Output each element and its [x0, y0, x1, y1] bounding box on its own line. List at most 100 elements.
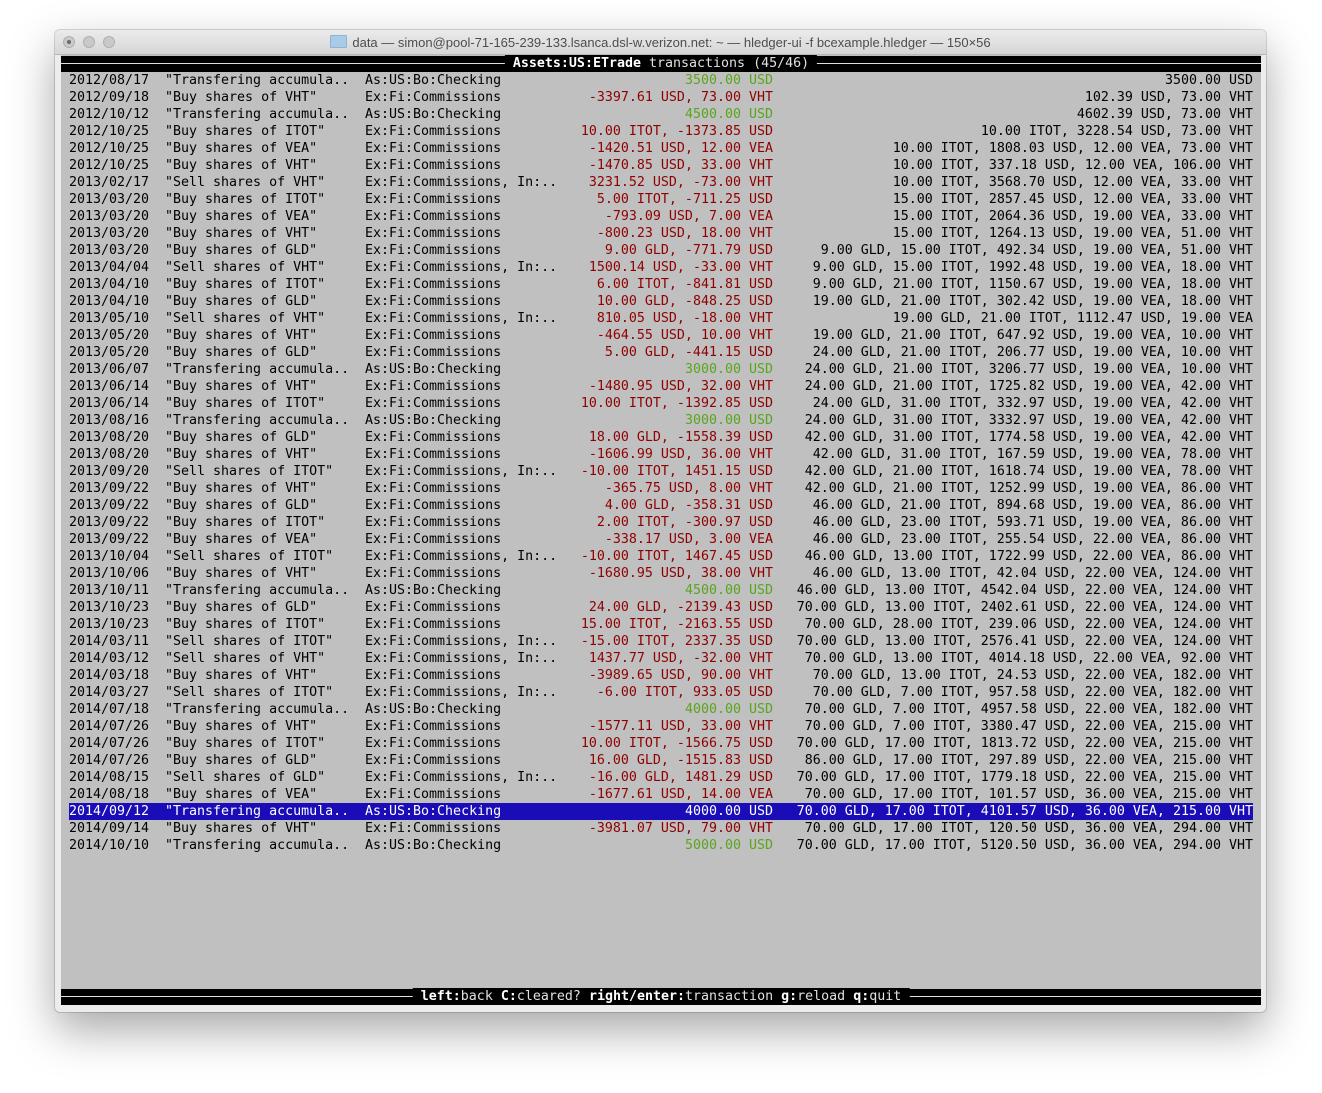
- table-row[interactable]: 2014/07/26 "Buy shares of ITOT" Ex:Fi:Comm…: [61, 735, 1261, 752]
- zoom-button[interactable]: [103, 36, 115, 48]
- balance-cell: 19.00 GLD, 21.00 ITOT, 1112.47 USD, 19.0…: [892, 311, 1253, 326]
- table-row[interactable]: 2013/04/04 "Sell shares of VHT" Ex:Fi:Comm…: [61, 259, 1261, 276]
- table-row[interactable]: 2012/10/25 "Buy shares of VEA" Ex:Fi:Commi…: [61, 140, 1261, 157]
- table-row[interactable]: 2012/08/17 "Transfering accumula.. As:US:B…: [61, 72, 1261, 89]
- description-cell: "Sell shares of ITOT": [165, 634, 334, 649]
- date-cell: 2014/03/27: [69, 685, 150, 700]
- amount-cell: 5.00 GLD, -441.15 USD: [604, 345, 773, 360]
- table-row[interactable]: 2012/10/25 "Buy shares of ITOT" Ex:Fi:Comm…: [61, 123, 1261, 140]
- table-row[interactable]: 2013/04/10 "Buy shares of ITOT" Ex:Fi:Comm…: [61, 276, 1261, 293]
- amount-cell: -10.00 ITOT, 1467.45 USD: [580, 549, 773, 564]
- amount-cell: -793.09 USD, 7.00 VEA: [604, 209, 773, 224]
- window-title: data — simon@pool-71-165-239-133.lsanca.…: [55, 35, 1266, 50]
- table-row[interactable]: 2012/10/12 "Transfering accumula.. As:US:B…: [61, 106, 1261, 123]
- table-row[interactable]: 2014/07/18 "Transfering accumula.. As:US:B…: [61, 701, 1261, 718]
- key-separator: :: [861, 989, 870, 1004]
- footer-bar: left:back C:cleared? right/enter:transac…: [61, 988, 1261, 1005]
- account-cell: Ex:Fi:Commissions, In:..: [365, 311, 558, 326]
- table-row[interactable]: 2014/09/14 "Buy shares of VHT" Ex:Fi:Commi…: [61, 820, 1261, 837]
- balance-cell: 24.00 GLD, 31.00 ITOT, 3332.97 USD, 19.0…: [804, 413, 1253, 428]
- table-row[interactable]: 2013/05/20 "Buy shares of GLD" Ex:Fi:Commi…: [61, 344, 1261, 361]
- table-row[interactable]: 2014/08/18 "Buy shares of VEA" Ex:Fi:Commi…: [61, 786, 1261, 803]
- table-row[interactable]: 2013/05/20 "Buy shares of VHT" Ex:Fi:Commi…: [61, 327, 1261, 344]
- balance-cell: 46.00 GLD, 23.00 ITOT, 593.71 USD, 19.00…: [812, 515, 1253, 530]
- account-cell: Ex:Fi:Commissions: [365, 600, 502, 615]
- date-cell: 2013/10/04: [69, 549, 150, 564]
- amount-cell: -3989.65 USD, 90.00 VHT: [588, 668, 773, 683]
- table-row[interactable]: 2013/10/23 "Buy shares of GLD" Ex:Fi:Commi…: [61, 599, 1261, 616]
- table-row[interactable]: 2013/03/20 "Buy shares of VEA" Ex:Fi:Commi…: [61, 208, 1261, 225]
- transaction-list[interactable]: 2012/08/17 "Transfering accumula.. As:US:B…: [61, 72, 1261, 854]
- amount-cell: -1420.51 USD, 12.00 VEA: [588, 141, 773, 156]
- account-cell: As:US:Bo:Checking: [365, 702, 502, 717]
- table-row[interactable]: 2014/03/11 "Sell shares of ITOT" Ex:Fi:Com…: [61, 633, 1261, 650]
- date-cell: 2014/08/18: [69, 787, 150, 802]
- key-hint: q:quit: [853, 989, 901, 1004]
- balance-cell: 10.00 ITOT, 337.18 USD, 12.00 VEA, 106.0…: [892, 158, 1253, 173]
- table-row[interactable]: 2013/10/23 "Buy shares of ITOT" Ex:Fi:Comm…: [61, 616, 1261, 633]
- date-cell: 2012/10/25: [69, 141, 150, 156]
- table-row[interactable]: 2013/05/10 "Sell shares of VHT" Ex:Fi:Comm…: [61, 310, 1261, 327]
- date-cell: 2013/09/22: [69, 498, 150, 513]
- table-row[interactable]: 2013/10/06 "Buy shares of VHT" Ex:Fi:Commi…: [61, 565, 1261, 582]
- description-cell: "Sell shares of GLD": [165, 770, 326, 785]
- table-row[interactable]: 2013/09/20 "Sell shares of ITOT" Ex:Fi:Com…: [61, 463, 1261, 480]
- description-cell: "Buy shares of GLD": [165, 498, 318, 513]
- table-row[interactable]: 2013/09/22 "Buy shares of GLD" Ex:Fi:Commi…: [61, 497, 1261, 514]
- table-row[interactable]: 2013/06/14 "Buy shares of ITOT" Ex:Fi:Comm…: [61, 395, 1261, 412]
- table-row[interactable]: 2013/06/14 "Buy shares of VHT" Ex:Fi:Commi…: [61, 378, 1261, 395]
- table-row[interactable]: 2014/07/26 "Buy shares of GLD" Ex:Fi:Commi…: [61, 752, 1261, 769]
- window-title-text: data — simon@pool-71-165-239-133.lsanca.…: [352, 35, 991, 50]
- amount-cell: -464.55 USD, 10.00 VHT: [596, 328, 773, 343]
- table-row[interactable]: 2013/08/20 "Buy shares of GLD" Ex:Fi:Commi…: [61, 429, 1261, 446]
- table-row[interactable]: 2014/03/27 "Sell shares of ITOT" Ex:Fi:Com…: [61, 684, 1261, 701]
- balance-cell: 9.00 GLD, 15.00 ITOT, 492.34 USD, 19.00 …: [820, 243, 1253, 258]
- table-row[interactable]: 2013/08/20 "Buy shares of VHT" Ex:Fi:Commi…: [61, 446, 1261, 463]
- close-button[interactable]: [63, 36, 75, 48]
- table-row[interactable]: 2012/09/18 "Buy shares of VHT" Ex:Fi:Commi…: [61, 89, 1261, 106]
- table-row[interactable]: 2014/10/10 "Transfering accumula.. As:US:B…: [61, 837, 1261, 854]
- balance-cell: 70.00 GLD, 17.00 ITOT, 1813.72 USD, 22.0…: [796, 736, 1253, 751]
- account-cell: Ex:Fi:Commissions: [365, 719, 502, 734]
- table-row[interactable]: 2013/09/22 "Buy shares of ITOT" Ex:Fi:Comm…: [61, 514, 1261, 531]
- description-cell: "Buy shares of ITOT": [165, 515, 326, 530]
- amount-cell: -1577.11 USD, 33.00 VHT: [588, 719, 773, 734]
- date-cell: 2013/04/04: [69, 260, 150, 275]
- amount-cell: -3981.07 USD, 79.00 VHT: [588, 821, 773, 836]
- table-row[interactable]: 2013/10/04 "Sell shares of ITOT" Ex:Fi:Com…: [61, 548, 1261, 565]
- account-cell: Ex:Fi:Commissions: [365, 481, 502, 496]
- account-cell: As:US:Bo:Checking: [365, 804, 502, 819]
- table-row[interactable]: 2014/08/15 "Sell shares of GLD" Ex:Fi:Comm…: [61, 769, 1261, 786]
- description-cell: "Transfering accumula..: [165, 107, 350, 122]
- table-row[interactable]: 2012/10/25 "Buy shares of VHT" Ex:Fi:Commi…: [61, 157, 1261, 174]
- table-row[interactable]: 2013/09/22 "Buy shares of VEA" Ex:Fi:Commi…: [61, 531, 1261, 548]
- table-row[interactable]: 2013/03/20 "Buy shares of VHT" Ex:Fi:Commi…: [61, 225, 1261, 242]
- table-row[interactable]: 2014/09/12 "Transfering accumula.. As:US:B…: [61, 803, 1261, 820]
- minimize-button[interactable]: [83, 36, 95, 48]
- table-row[interactable]: 2013/08/16 "Transfering accumula.. As:US:B…: [61, 412, 1261, 429]
- amount-cell: -1470.85 USD, 33.00 VHT: [588, 158, 773, 173]
- table-row[interactable]: 2013/10/11 "Transfering accumula.. As:US:B…: [61, 582, 1261, 599]
- terminal-screen[interactable]: Assets:US:ETrade transactions (45/46) 20…: [61, 55, 1261, 1012]
- date-cell: 2013/05/20: [69, 345, 150, 360]
- date-cell: 2013/05/10: [69, 311, 150, 326]
- amount-cell: 3000.00 USD: [684, 362, 773, 377]
- table-row[interactable]: 2013/09/22 "Buy shares of VHT" Ex:Fi:Commi…: [61, 480, 1261, 497]
- description-cell: "Buy shares of VEA": [165, 141, 318, 156]
- table-row[interactable]: 2014/07/26 "Buy shares of VHT" Ex:Fi:Commi…: [61, 718, 1261, 735]
- account-cell: Ex:Fi:Commissions: [365, 447, 502, 462]
- table-row[interactable]: 2014/03/12 "Sell shares of VHT" Ex:Fi:Comm…: [61, 650, 1261, 667]
- table-row[interactable]: 2013/03/20 "Buy shares of ITOT" Ex:Fi:Comm…: [61, 191, 1261, 208]
- balance-cell: 70.00 GLD, 7.00 ITOT, 4957.58 USD, 22.00…: [804, 702, 1253, 717]
- table-row[interactable]: 2013/03/20 "Buy shares of GLD" Ex:Fi:Commi…: [61, 242, 1261, 259]
- table-row[interactable]: 2013/04/10 "Buy shares of GLD" Ex:Fi:Commi…: [61, 293, 1261, 310]
- date-cell: 2013/09/22: [69, 481, 150, 496]
- table-row[interactable]: 2014/03/18 "Buy shares of VHT" Ex:Fi:Commi…: [61, 667, 1261, 684]
- amount-cell: 4500.00 USD: [684, 583, 773, 598]
- table-row[interactable]: 2013/02/17 "Sell shares of VHT" Ex:Fi:Comm…: [61, 174, 1261, 191]
- amount-cell: 10.00 ITOT, -1373.85 USD: [580, 124, 773, 139]
- description-cell: "Buy shares of VHT": [165, 566, 318, 581]
- balance-cell: 70.00 GLD, 7.00 ITOT, 957.58 USD, 22.00 …: [812, 685, 1253, 700]
- balance-cell: 70.00 GLD, 17.00 ITOT, 120.50 USD, 36.00…: [804, 821, 1253, 836]
- table-row[interactable]: 2013/06/07 "Transfering accumula.. As:US:B…: [61, 361, 1261, 378]
